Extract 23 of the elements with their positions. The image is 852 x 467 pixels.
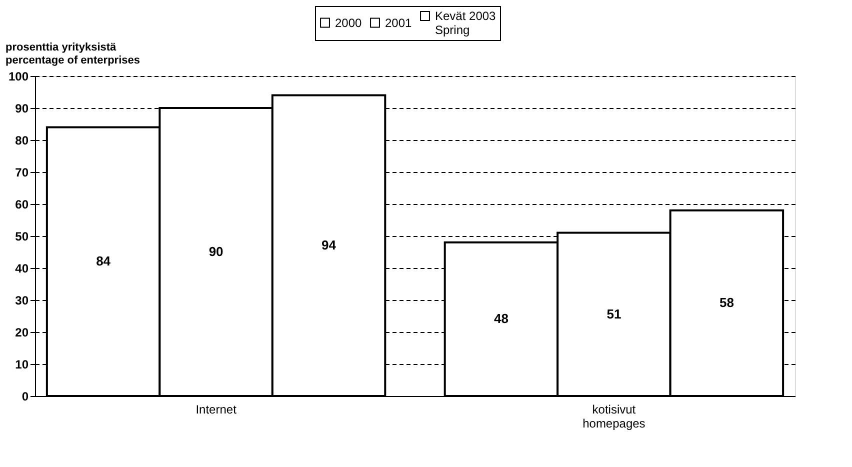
y-tick-label: 0 — [22, 390, 29, 404]
legend-label: 2000 — [335, 16, 362, 30]
data-label: 48 — [494, 311, 508, 326]
y-tick-label: 30 — [15, 294, 29, 308]
y-axis-title: prosenttia yrityksistä percentage of enterprises — [6, 42, 140, 66]
data-label: 94 — [322, 238, 337, 253]
y-tick-label: 100 — [8, 70, 29, 84]
y-tick-label: 50 — [15, 230, 29, 244]
legend-label: 2001 — [385, 16, 412, 30]
y-tick-label: 60 — [15, 198, 29, 212]
y-tick-label: 40 — [15, 262, 29, 276]
y-tick-label: 80 — [15, 134, 29, 148]
data-label: 90 — [208, 244, 224, 259]
y-tick-label: 90 — [15, 102, 29, 116]
y-tick-label: 20 — [15, 326, 29, 340]
data-label: 51 — [606, 306, 622, 322]
data-label: 84 — [96, 254, 112, 269]
x-tick-label: kotisivut homepages — [582, 402, 646, 430]
data-label: 58 — [719, 295, 734, 310]
x-tick-label: Internet — [196, 402, 238, 416]
y-tick-label: 10 — [15, 358, 29, 372]
legend-label: Kevät 2003 Spring — [435, 9, 496, 37]
y-tick-label: 70 — [15, 166, 29, 180]
